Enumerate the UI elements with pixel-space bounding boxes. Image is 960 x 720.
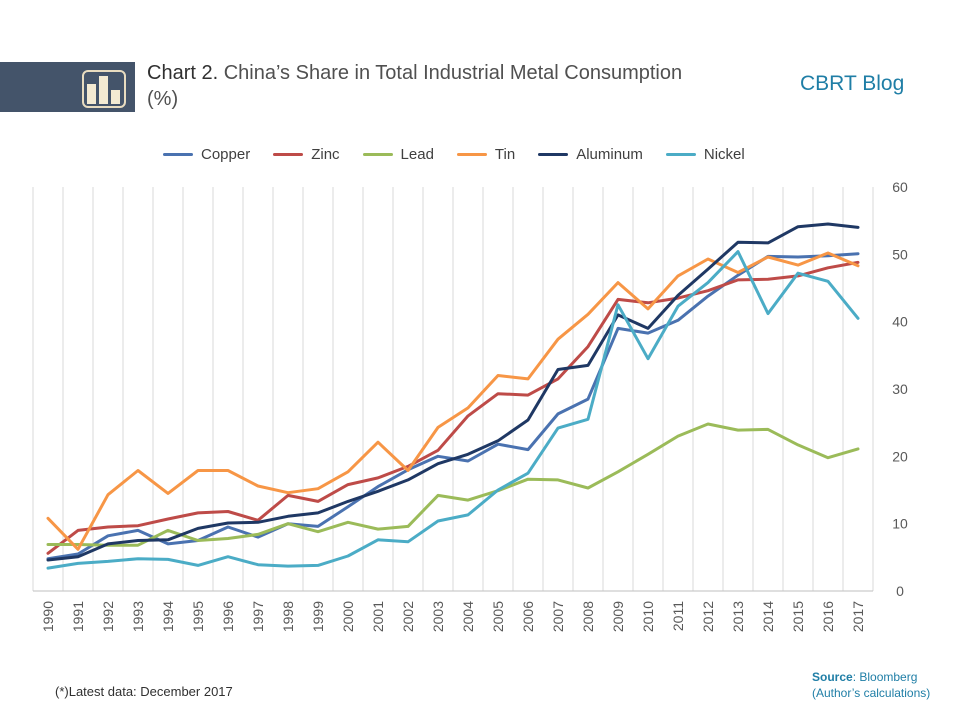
x-tick-label: 1996 bbox=[220, 601, 236, 632]
source-note: Source: Bloomberg (Author’s calculations… bbox=[812, 669, 930, 701]
x-tick-label: 1990 bbox=[40, 601, 56, 632]
chart-title-text: China’s Share in Total Industrial Metal … bbox=[147, 62, 683, 110]
x-tick-label: 2012 bbox=[700, 601, 716, 632]
y-tick-label: 60 bbox=[892, 179, 908, 195]
x-tick-label: 2002 bbox=[400, 601, 416, 632]
x-tick-label: 2006 bbox=[520, 601, 536, 632]
x-tick-label: 1992 bbox=[100, 601, 116, 632]
y-tick-label: 50 bbox=[892, 246, 908, 262]
legend-swatch bbox=[665, 152, 696, 156]
series-line-aluminum bbox=[46, 222, 860, 562]
x-tick-label: 2017 bbox=[850, 601, 866, 632]
x-tick-label: 1993 bbox=[130, 601, 146, 632]
footnote: (*)Latest data: December 2017 bbox=[55, 684, 233, 699]
legend-item-nickel: Nickel bbox=[665, 145, 745, 163]
x-tick-label: 2016 bbox=[820, 601, 836, 632]
source-label: Source bbox=[812, 670, 853, 684]
source-value: : Bloomberg bbox=[852, 670, 918, 684]
legend-item-copper: Copper bbox=[163, 146, 250, 163]
x-tick-label: 2001 bbox=[370, 601, 386, 632]
legend-label: Tin bbox=[494, 145, 516, 163]
x-tick-label: 2013 bbox=[730, 601, 746, 632]
legend-label: Zinc bbox=[311, 145, 340, 163]
x-tick-label: 2009 bbox=[610, 601, 626, 632]
x-tick-label: 2015 bbox=[790, 601, 806, 632]
legend-swatch bbox=[273, 152, 304, 156]
series-line-zinc bbox=[46, 260, 860, 555]
chart-label: Chart 2. bbox=[147, 62, 219, 84]
series-line-nickel bbox=[46, 250, 860, 570]
legend-item-aluminum: Aluminum bbox=[538, 146, 643, 163]
legend-label: Nickel bbox=[703, 145, 745, 163]
bar-chart-icon bbox=[82, 70, 126, 108]
x-tick-label: 1991 bbox=[70, 601, 86, 632]
y-tick-label: 20 bbox=[892, 448, 908, 464]
legend-swatch bbox=[163, 152, 193, 156]
legend-swatch bbox=[456, 152, 487, 156]
x-tick-label: 2014 bbox=[760, 601, 776, 632]
x-tick-label: 1995 bbox=[190, 601, 206, 632]
chart-title: Chart 2. China’s Share in Total Industri… bbox=[147, 60, 707, 112]
y-tick-label: 30 bbox=[892, 381, 908, 397]
x-tick-label: 2007 bbox=[550, 601, 566, 632]
legend-swatch bbox=[538, 152, 569, 156]
legend-label: Lead bbox=[400, 145, 434, 163]
legend-item-zinc: Zinc bbox=[273, 145, 340, 163]
legend-label: Copper bbox=[201, 145, 251, 163]
legend-item-lead: Lead bbox=[362, 145, 434, 163]
y-tick-label: 40 bbox=[892, 314, 908, 330]
legend-item-tin: Tin bbox=[456, 145, 516, 163]
x-tick-label: 1999 bbox=[310, 601, 326, 632]
x-tick-label: 2000 bbox=[340, 601, 356, 632]
source-calculations: (Author’s calculations) bbox=[812, 686, 931, 700]
legend-label: Aluminum bbox=[576, 145, 643, 163]
x-tick-label: 2011 bbox=[670, 601, 686, 631]
x-tick-label: 1994 bbox=[160, 601, 176, 632]
x-tick-label: 2010 bbox=[640, 601, 656, 632]
x-tick-label: 2008 bbox=[580, 601, 596, 632]
x-tick-label: 2005 bbox=[490, 601, 506, 632]
brand-logo: CBRT Blog bbox=[800, 72, 905, 95]
legend-swatch bbox=[362, 152, 393, 156]
x-tick-label: 1998 bbox=[280, 601, 296, 632]
y-tick-label: 10 bbox=[892, 516, 908, 532]
x-tick-label: 2003 bbox=[430, 601, 446, 632]
x-tick-label: 2004 bbox=[460, 601, 476, 632]
chart-legend: Copper Zinc Lead Tin Aluminum Nickel bbox=[163, 144, 768, 164]
y-tick-label: 0 bbox=[896, 583, 904, 599]
x-tick-label: 1997 bbox=[250, 601, 266, 632]
